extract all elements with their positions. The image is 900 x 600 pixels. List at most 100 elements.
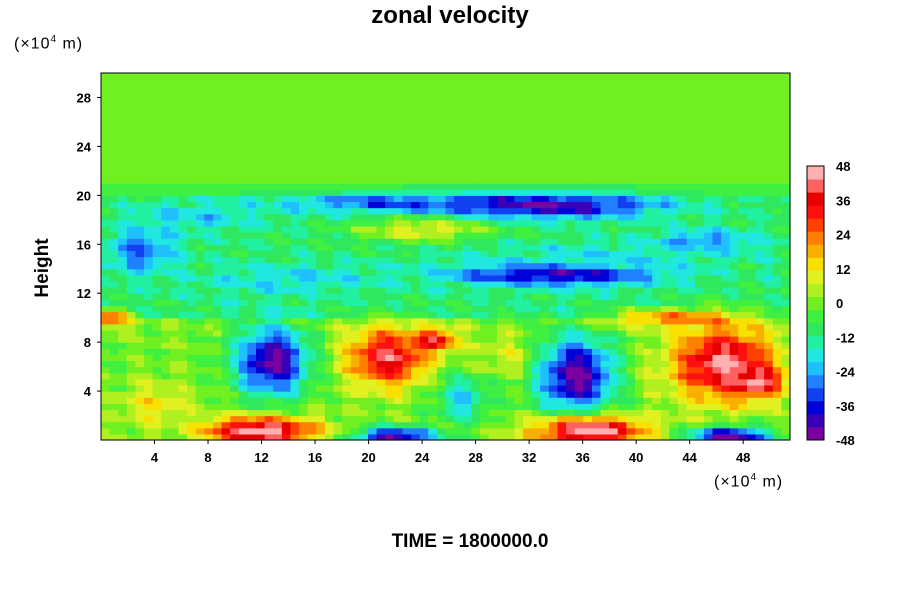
heatmap-cell bbox=[195, 256, 205, 264]
heatmap-cell bbox=[419, 293, 429, 300]
heatmap-cell bbox=[669, 140, 679, 147]
heatmap-cell bbox=[703, 225, 714, 233]
heatmap-cell bbox=[583, 146, 593, 154]
heatmap-cell bbox=[212, 293, 223, 300]
heatmap-cell bbox=[247, 366, 257, 374]
heatmap-cell bbox=[367, 397, 378, 404]
heatmap-cell bbox=[557, 409, 567, 417]
heatmap-cell bbox=[264, 152, 274, 160]
heatmap-cell bbox=[695, 201, 705, 209]
heatmap-cell bbox=[686, 311, 696, 319]
heatmap-cell bbox=[342, 384, 352, 392]
heatmap-cell bbox=[609, 427, 619, 435]
heatmap-cell bbox=[781, 305, 791, 313]
heatmap-cell bbox=[316, 433, 326, 441]
heatmap-cell bbox=[411, 183, 421, 190]
heatmap-cell bbox=[600, 329, 610, 337]
heatmap-cell bbox=[781, 366, 791, 374]
heatmap-cell bbox=[643, 79, 653, 86]
heatmap-cell bbox=[772, 342, 782, 349]
heatmap-cell bbox=[755, 372, 765, 380]
heatmap-cell bbox=[540, 244, 550, 251]
heatmap-cell bbox=[195, 170, 205, 178]
heatmap-cell bbox=[497, 250, 507, 258]
heatmap-cell bbox=[195, 336, 205, 343]
heatmap-cell bbox=[109, 176, 119, 184]
heatmap-cell bbox=[505, 262, 515, 270]
heatmap-cell bbox=[126, 323, 137, 331]
heatmap-cell bbox=[109, 201, 119, 209]
heatmap-cell bbox=[109, 183, 119, 190]
heatmap-cell bbox=[738, 232, 748, 239]
heatmap-cell bbox=[359, 121, 369, 129]
heatmap-cell bbox=[729, 311, 739, 319]
heatmap-cell bbox=[454, 109, 464, 117]
heatmap-cell bbox=[514, 97, 524, 105]
heatmap-cell bbox=[161, 250, 171, 258]
heatmap-cell bbox=[531, 140, 541, 147]
heatmap-cell bbox=[169, 397, 180, 404]
heatmap-cell bbox=[376, 103, 386, 111]
heatmap-cell bbox=[695, 317, 705, 325]
heatmap-cell bbox=[462, 329, 472, 337]
heatmap-cell bbox=[600, 317, 610, 325]
heatmap-cell bbox=[299, 225, 309, 233]
heatmap-cell bbox=[178, 152, 188, 160]
heatmap-cell bbox=[445, 158, 455, 166]
heatmap-cell bbox=[428, 152, 438, 160]
heatmap-cell bbox=[178, 342, 188, 349]
heatmap-cell bbox=[411, 103, 421, 111]
heatmap-cell bbox=[238, 391, 249, 398]
heatmap-cell bbox=[660, 207, 671, 215]
heatmap-cell bbox=[471, 244, 481, 251]
heatmap-cell bbox=[609, 207, 619, 215]
heatmap-cell bbox=[419, 397, 429, 404]
heatmap-cell bbox=[109, 391, 119, 398]
heatmap-cell bbox=[755, 146, 765, 154]
heatmap-cell bbox=[187, 256, 197, 264]
heatmap-cell bbox=[238, 115, 249, 123]
heatmap-cell bbox=[548, 244, 559, 251]
heatmap-cell bbox=[256, 299, 266, 307]
heatmap-cell bbox=[307, 287, 317, 294]
heatmap-cell bbox=[359, 391, 369, 398]
heatmap-cell bbox=[566, 280, 576, 288]
heatmap-cell bbox=[566, 317, 576, 325]
heatmap-cell bbox=[626, 280, 636, 288]
heatmap-cell bbox=[712, 121, 722, 129]
heatmap-cell bbox=[548, 323, 559, 331]
heatmap-cell bbox=[686, 85, 696, 92]
heatmap-cell bbox=[281, 115, 292, 123]
heatmap-cell bbox=[695, 79, 705, 86]
heatmap-cell bbox=[755, 397, 765, 404]
heatmap-cell bbox=[367, 250, 378, 258]
heatmap-cell bbox=[264, 91, 274, 99]
heatmap-cell bbox=[566, 201, 576, 209]
heatmap-cell bbox=[324, 397, 335, 404]
heatmap-cell bbox=[126, 421, 137, 429]
heatmap-cell bbox=[428, 238, 438, 245]
heatmap-cell bbox=[402, 219, 412, 227]
heatmap-cell bbox=[531, 232, 541, 239]
heatmap-cell bbox=[514, 415, 524, 423]
heatmap-cell bbox=[376, 189, 386, 196]
heatmap-cell bbox=[660, 354, 671, 362]
heatmap-cell bbox=[187, 244, 197, 251]
heatmap-cell bbox=[290, 256, 300, 264]
heatmap-cell bbox=[230, 317, 240, 325]
heatmap-cell bbox=[126, 73, 137, 80]
heatmap-cell bbox=[316, 97, 326, 105]
heatmap-cell bbox=[721, 109, 731, 117]
heatmap-cell bbox=[367, 140, 378, 147]
heatmap-cell bbox=[514, 183, 524, 190]
heatmap-cell bbox=[557, 207, 567, 215]
heatmap-cell bbox=[781, 329, 791, 337]
heatmap-cell bbox=[523, 170, 533, 178]
heatmap-cell bbox=[600, 421, 610, 429]
heatmap-cell bbox=[212, 256, 223, 264]
heatmap-cell bbox=[772, 91, 782, 99]
heatmap-cell bbox=[273, 366, 283, 374]
heatmap-cell bbox=[169, 299, 180, 307]
heatmap-cell bbox=[221, 329, 231, 337]
heatmap-cell bbox=[436, 158, 447, 166]
